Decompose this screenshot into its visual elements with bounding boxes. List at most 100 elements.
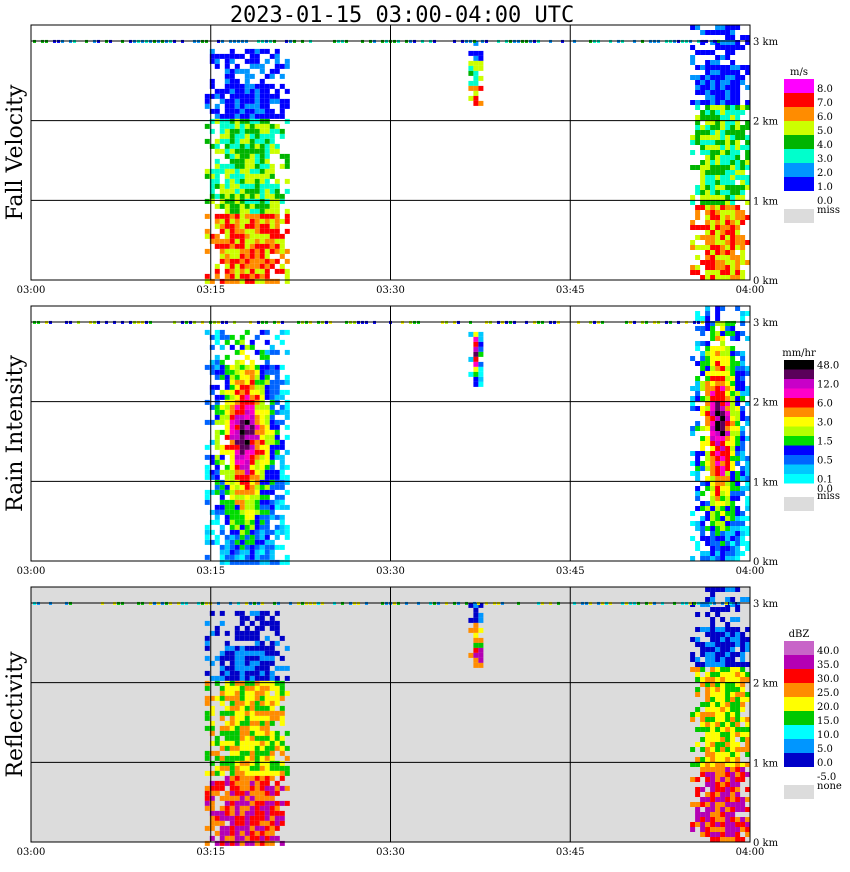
echo-pixel xyxy=(720,792,726,797)
echo-pixel xyxy=(239,775,245,781)
echo-pixel xyxy=(705,60,711,65)
echo-pixel xyxy=(254,218,260,224)
echo-pixel xyxy=(279,695,285,701)
echo-pixel xyxy=(720,642,726,647)
echo-pixel xyxy=(730,521,736,526)
echo-pixel xyxy=(740,311,746,316)
echo-pixel xyxy=(705,486,711,491)
echo-pixel xyxy=(274,760,280,766)
echo-pixel xyxy=(239,218,245,224)
echo-pixel xyxy=(234,128,240,134)
echo-pixel xyxy=(259,825,265,831)
echo-pixel xyxy=(745,145,751,150)
echo-pixel xyxy=(264,354,270,360)
echo-pixel xyxy=(219,203,225,209)
echo-cells xyxy=(204,306,751,565)
echo-pixel xyxy=(710,85,716,90)
echo-pixel xyxy=(715,406,721,411)
echo-pixel xyxy=(730,807,736,812)
echo-pixel xyxy=(269,168,275,174)
echo-pixel xyxy=(264,248,270,254)
echo-pixel xyxy=(710,637,716,642)
echo-pixel xyxy=(249,434,255,440)
echo-pixel xyxy=(254,334,260,340)
echo-pixel xyxy=(264,745,270,751)
echo-pixel xyxy=(224,720,230,726)
echo-pixel xyxy=(224,840,230,846)
echo-pixel xyxy=(710,321,716,326)
y-tick-label: 2 km xyxy=(753,679,779,690)
legend-label: 6.0 xyxy=(817,399,833,410)
echo-pixel xyxy=(735,707,741,712)
echo-pixel xyxy=(730,95,736,100)
echo-pixel xyxy=(214,439,220,445)
echo-pixel xyxy=(730,506,736,511)
echo-pixel xyxy=(219,840,225,846)
echo-pixel xyxy=(274,228,280,234)
echo-pixel xyxy=(204,725,210,731)
echo-pixel xyxy=(740,446,746,451)
echo-pixel xyxy=(229,138,235,144)
echo-pixel xyxy=(700,195,706,200)
echo-pixel xyxy=(700,260,706,265)
echo-pixel xyxy=(234,539,240,545)
echo-pixel xyxy=(710,757,716,762)
echo-pixel xyxy=(259,424,265,430)
echo-pixel xyxy=(695,361,701,366)
echo-pixel xyxy=(730,185,736,190)
echo-pixel xyxy=(715,416,721,421)
echo-pixel xyxy=(269,444,275,450)
echo-pixel xyxy=(259,534,265,540)
echo-pixel xyxy=(259,439,265,445)
echo-pixel xyxy=(274,695,280,701)
echo-pixel xyxy=(690,511,696,516)
echo-pixel xyxy=(264,499,270,505)
echo-pixel xyxy=(244,344,250,350)
echo-pixel xyxy=(224,489,230,495)
echo-pixel xyxy=(274,820,280,826)
echo-pixel xyxy=(710,416,716,421)
echo-pixel xyxy=(254,615,260,621)
echo-pixel xyxy=(735,215,741,220)
echo-pixel xyxy=(224,53,230,59)
echo-pixel xyxy=(249,98,255,104)
echo-pixel xyxy=(725,521,731,526)
echo-pixel xyxy=(705,205,711,210)
echo-pixel xyxy=(710,75,716,80)
echo-pixel xyxy=(745,165,751,170)
echo-pixel xyxy=(700,551,706,556)
echo-pixel xyxy=(720,406,726,411)
x-tick-label: 04:00 xyxy=(736,566,765,577)
echo-pixel xyxy=(725,752,731,757)
echo-pixel xyxy=(269,459,275,465)
echo-pixel xyxy=(705,235,711,240)
echo-pixel xyxy=(715,245,721,250)
echo-pixel xyxy=(710,351,716,356)
echo-pixel xyxy=(725,145,731,150)
echo-pixel xyxy=(695,727,701,732)
echo-pixel xyxy=(710,125,716,130)
legend-label: 40.0 xyxy=(817,646,839,657)
echo-pixel xyxy=(715,802,721,807)
echo-pixel xyxy=(219,504,225,510)
echo-pixel xyxy=(239,103,245,109)
echo-pixel xyxy=(735,687,741,692)
echo-pixel xyxy=(264,715,270,721)
echo-pixel xyxy=(209,740,215,746)
echo-pixel xyxy=(264,213,270,219)
echo-pixel xyxy=(735,526,741,531)
x-tick-label: 03:00 xyxy=(17,847,46,858)
echo-pixel xyxy=(249,795,255,801)
echo-pixel xyxy=(725,662,731,667)
echo-pixel xyxy=(234,710,240,716)
x-tick-label: 03:00 xyxy=(17,285,46,296)
echo-pixel xyxy=(690,762,696,767)
echo-pixel xyxy=(239,790,245,796)
echo-pixel xyxy=(239,695,245,701)
echo-pixel xyxy=(229,193,235,199)
echo-pixel xyxy=(725,401,731,406)
echo-pixel xyxy=(239,725,245,731)
echo-pixel xyxy=(214,168,220,174)
echo-pixel xyxy=(219,544,225,550)
echo-pixel xyxy=(725,712,731,717)
